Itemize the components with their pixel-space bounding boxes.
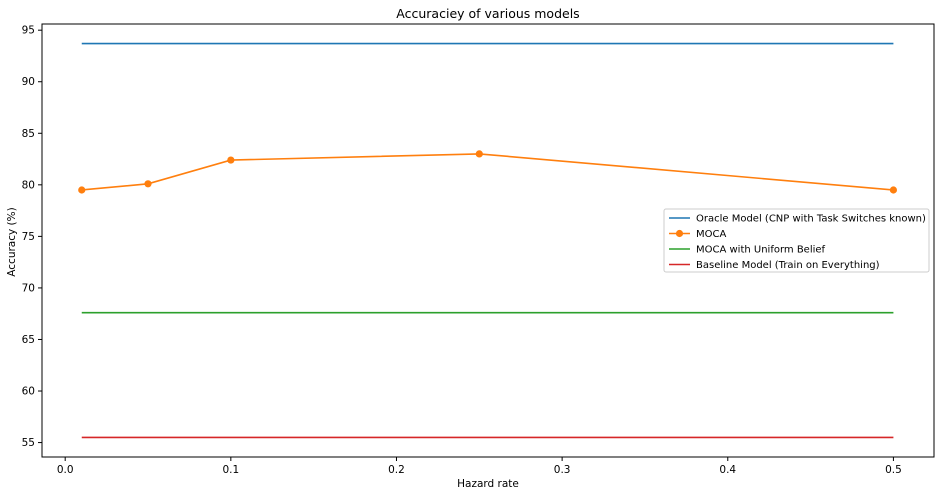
- y-tick-label: 95: [22, 25, 35, 37]
- x-tick-label: 0.4: [719, 464, 736, 476]
- legend-marker: [675, 229, 684, 238]
- data-point: [475, 150, 483, 158]
- y-tick-label: 60: [22, 386, 35, 398]
- x-axis-label: Hazard rate: [457, 478, 519, 490]
- y-tick-label: 90: [22, 76, 35, 88]
- legend-label: MOCA with Uniform Belief: [696, 245, 826, 256]
- data-point: [227, 156, 235, 164]
- y-tick-label: 75: [22, 231, 35, 243]
- x-tick-label: 0.0: [57, 464, 74, 476]
- data-point: [144, 180, 152, 188]
- y-tick-label: 55: [22, 437, 35, 449]
- y-axis: 55 60 65 70 75 80 85 90 95: [22, 25, 42, 449]
- y-tick-label: 65: [22, 334, 35, 346]
- x-tick-label: 0.1: [222, 464, 239, 476]
- plot-frame: [41, 23, 935, 458]
- chart-title: Accuraciey of various models: [396, 6, 579, 21]
- plot-area: [41, 23, 935, 458]
- legend-label: Baseline Model (Train on Everything): [696, 260, 880, 271]
- legend-label: MOCA: [696, 229, 726, 240]
- y-axis-label: Accuracy (%): [6, 207, 18, 276]
- y-tick-label: 80: [22, 179, 35, 191]
- legend-frame: [663, 208, 930, 273]
- legend-label: Oracle Model (CNP with Task Switches kno…: [696, 214, 926, 225]
- x-tick-label: 0.2: [388, 464, 405, 476]
- data-point: [889, 186, 898, 194]
- legend: Oracle Model (CNP with Task Switches kno…: [663, 208, 930, 273]
- series-line-1: [81, 153, 894, 191]
- y-tick-label: 70: [22, 282, 35, 294]
- data-point: [78, 186, 86, 194]
- y-tick-label: 85: [22, 128, 35, 140]
- x-tick-label: 0.5: [885, 464, 902, 476]
- x-tick-label: 0.3: [554, 464, 571, 476]
- x-axis: 0.0 0.1 0.2 0.3 0.4 0.5: [57, 457, 902, 476]
- series-layer: [78, 42, 898, 439]
